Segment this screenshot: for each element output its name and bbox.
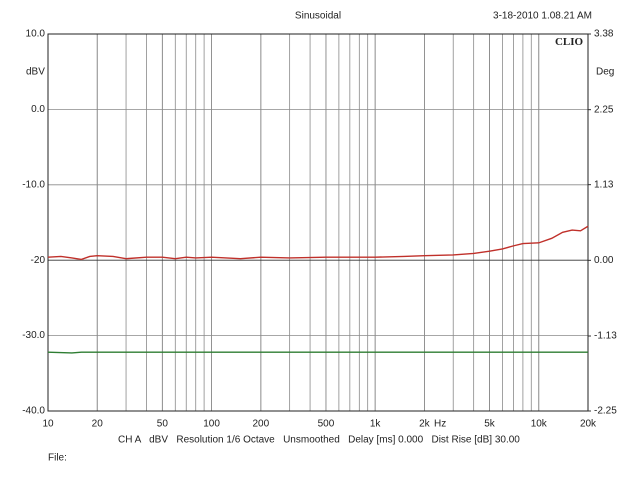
x-axis-label: Hz (434, 419, 446, 430)
x-tick-label: 200 (252, 419, 269, 430)
plot-frame (47, 33, 589, 412)
x-tick-label: 10 (42, 419, 54, 430)
y-tick-label: -20 (31, 255, 46, 266)
settings-info: CH A dBV Resolution 1/6 Octave Unsmoothe… (118, 435, 520, 446)
brand-box (550, 35, 587, 49)
x-tick-label: 20 (92, 419, 104, 430)
y-axis-label: dBV (26, 67, 45, 78)
x-tick-label: 5k (484, 419, 496, 430)
brand: CLIO (555, 36, 584, 48)
y2-tick-label: 1.13 (594, 179, 614, 190)
y-tick-label: 0.0 (31, 104, 45, 115)
y2-tick-label: -1.13 (594, 331, 617, 342)
series-line (47, 225, 589, 261)
y2-tick-label: 3.38 (594, 29, 614, 40)
y2-tick-label: 0.00 (594, 255, 614, 266)
y-tick-label: -10.0 (22, 179, 45, 190)
x-tick-label: 2k (419, 419, 431, 430)
y2-tick-label: 2.25 (594, 104, 614, 115)
x-tick-label: 1k (370, 419, 382, 430)
y-tick-label: 10.0 (26, 29, 46, 40)
x-tick-label: 500 (318, 419, 335, 430)
y-tick-label: -30.0 (22, 330, 45, 341)
file-label: File: (48, 453, 67, 464)
series-line (47, 351, 588, 354)
y2-axis-label: Deg (596, 67, 614, 78)
y2-tick-label: -2.25 (594, 406, 617, 417)
x-tick-label: 50 (157, 419, 169, 430)
y-tick-label: -40.0 (22, 406, 45, 417)
x-tick-label: 10k (531, 419, 548, 430)
chart-title: Sinusoidal (295, 11, 341, 22)
timestamp: 3-18-2010 1.08.21 AM (493, 11, 592, 22)
x-tick-label: 20k (580, 419, 597, 430)
x-tick-label: 100 (203, 419, 220, 430)
